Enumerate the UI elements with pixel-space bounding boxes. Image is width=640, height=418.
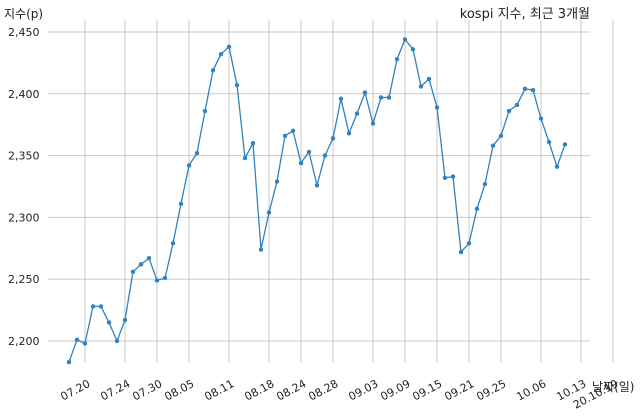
x-tick-label: 09.21 xyxy=(442,377,476,403)
x-tick-label: 09.15 xyxy=(410,377,444,403)
x-tick-label: 07.24 xyxy=(98,377,132,403)
data-point xyxy=(314,183,320,188)
y-tick-labels: 2,200 2,250 2,300 2,350 2,400 2,450 xyxy=(8,26,40,348)
data-point xyxy=(522,86,528,92)
data-point xyxy=(210,68,216,73)
data-point xyxy=(186,163,192,168)
data-point xyxy=(538,116,544,121)
chart-title: kospi 지수, 최근 3개월 xyxy=(460,7,590,22)
data-point xyxy=(562,142,568,147)
data-point xyxy=(170,241,176,246)
data-point xyxy=(458,249,464,255)
data-point xyxy=(482,181,488,187)
data-point xyxy=(138,262,144,267)
data-point xyxy=(330,136,336,141)
data-point xyxy=(418,84,424,89)
y-axis-label: 지수(p) xyxy=(4,7,43,21)
data-point xyxy=(226,44,232,50)
data-point xyxy=(234,82,240,88)
y-tick-label: 2,250 xyxy=(8,273,40,286)
x-tick-label: 08.18 xyxy=(242,377,276,403)
data-point xyxy=(322,153,328,158)
data-point xyxy=(370,121,376,126)
x-tick-label: 09.25 xyxy=(474,377,508,403)
y-tick-label: 2,200 xyxy=(8,335,40,348)
y-tick-label: 2,350 xyxy=(8,150,40,163)
data-point xyxy=(410,47,416,52)
data-point xyxy=(114,338,120,344)
x-tick-label: 07.30 xyxy=(130,377,164,403)
data-point xyxy=(306,149,312,155)
data-point xyxy=(130,269,136,274)
data-point xyxy=(498,133,504,139)
data-point xyxy=(514,102,520,108)
x-tick-label: 08.05 xyxy=(162,377,196,403)
x-tick-label: 10.06 xyxy=(514,377,548,403)
data-point xyxy=(426,76,432,82)
y-tick-label: 2,450 xyxy=(8,26,40,39)
data-point xyxy=(74,337,80,342)
series-line xyxy=(68,38,566,363)
data-point xyxy=(282,133,288,139)
data-point xyxy=(490,143,496,148)
data-point xyxy=(202,108,208,114)
data-point xyxy=(178,201,184,207)
data-point xyxy=(554,164,560,169)
data-point xyxy=(266,210,272,215)
data-point xyxy=(474,206,480,211)
data-point xyxy=(90,304,96,309)
data-point xyxy=(298,160,304,166)
data-point xyxy=(434,105,440,110)
data-point xyxy=(442,175,448,181)
data-point xyxy=(218,52,224,57)
y-tick-label: 2,300 xyxy=(8,211,40,224)
data-point xyxy=(274,179,280,184)
kospi-series xyxy=(66,37,568,365)
data-point xyxy=(394,56,400,62)
x-tick-label: 08.24 xyxy=(274,377,308,403)
y-tick-label: 2,400 xyxy=(8,88,40,101)
data-point xyxy=(250,141,256,146)
data-point xyxy=(338,96,344,101)
x-tick-label: 08.11 xyxy=(202,377,236,403)
data-point xyxy=(362,90,368,95)
data-point xyxy=(530,87,536,93)
data-point xyxy=(386,95,392,100)
data-point xyxy=(242,155,248,161)
data-point xyxy=(154,278,160,283)
x-tick-label: 09.03 xyxy=(346,377,380,403)
grid-lines xyxy=(48,20,614,362)
data-point xyxy=(290,128,296,134)
data-point xyxy=(82,341,88,346)
data-point xyxy=(346,131,352,136)
x-tick-label: 09.09 xyxy=(378,377,412,403)
data-point xyxy=(66,359,72,365)
x-tick-label: 07.20 xyxy=(58,377,92,403)
data-point xyxy=(106,320,112,325)
data-point xyxy=(194,150,200,156)
data-point xyxy=(466,241,472,246)
data-point xyxy=(506,108,512,114)
data-point xyxy=(162,275,168,281)
data-point xyxy=(258,247,264,252)
data-point xyxy=(378,95,384,100)
data-point xyxy=(402,37,408,42)
data-point xyxy=(122,317,128,323)
data-point xyxy=(450,174,456,179)
data-point xyxy=(354,111,360,116)
data-point xyxy=(98,304,104,309)
x-tick-label: 08.28 xyxy=(306,377,340,403)
x-axis-label: 날짜(일) xyxy=(592,380,634,394)
data-point xyxy=(146,255,152,261)
data-point xyxy=(546,139,552,145)
